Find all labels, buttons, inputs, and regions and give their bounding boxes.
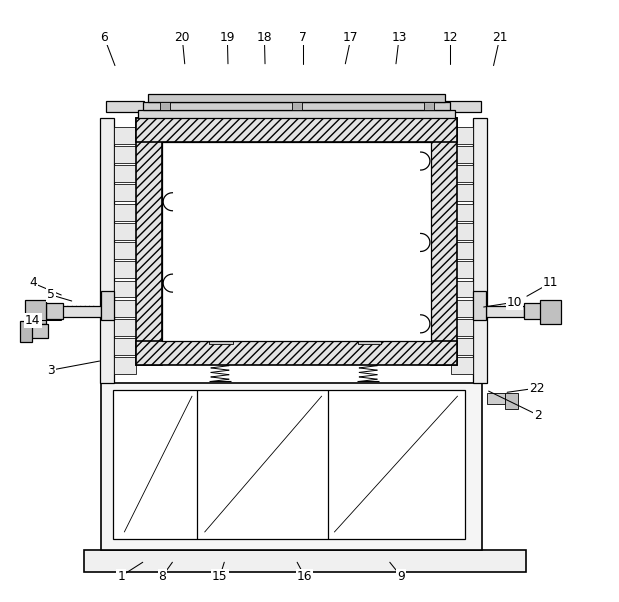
Bar [451, 146, 472, 163]
Bar [451, 358, 472, 374]
Bar [358, 336, 381, 344]
Bar [115, 127, 136, 144]
Text: 15: 15 [212, 569, 228, 583]
Bar [46, 303, 63, 319]
Bar [143, 102, 450, 110]
Bar [63, 306, 101, 317]
Bar [101, 383, 482, 550]
Bar [106, 101, 144, 112]
Bar [160, 102, 170, 110]
Bar [115, 281, 136, 297]
Bar [115, 242, 136, 259]
Bar [115, 338, 136, 355]
Text: 10: 10 [507, 296, 522, 309]
Text: 2: 2 [534, 409, 542, 421]
Bar [451, 300, 472, 317]
Bar [136, 119, 457, 143]
Bar [451, 203, 472, 220]
Text: 21: 21 [492, 31, 508, 45]
Text: 13: 13 [391, 31, 407, 45]
Text: 6: 6 [100, 31, 108, 45]
Bar [115, 319, 136, 336]
Bar [451, 127, 472, 144]
Bar [504, 394, 518, 409]
Bar [424, 102, 434, 110]
Text: 9: 9 [397, 569, 405, 583]
Text: 16: 16 [297, 569, 313, 583]
Text: 19: 19 [220, 31, 235, 45]
Text: 17: 17 [343, 31, 358, 45]
Text: 22: 22 [529, 382, 545, 394]
Text: 18: 18 [257, 31, 272, 45]
Bar [148, 95, 446, 102]
Text: 4: 4 [29, 276, 37, 290]
Bar [451, 261, 472, 278]
Bar [524, 303, 541, 319]
Text: 5: 5 [48, 288, 55, 302]
Text: 1: 1 [117, 569, 125, 583]
Bar [292, 102, 302, 110]
Bar [115, 203, 136, 220]
Bar [115, 184, 136, 201]
Bar [115, 146, 136, 163]
Bar [84, 550, 526, 573]
Bar [451, 242, 472, 259]
Bar [451, 338, 472, 355]
Bar [25, 300, 46, 324]
Bar [486, 306, 524, 317]
Bar [451, 166, 472, 182]
Bar [487, 394, 504, 405]
Bar [209, 336, 233, 344]
Bar [115, 261, 136, 278]
Bar [136, 119, 162, 365]
Text: 8: 8 [158, 569, 167, 583]
Bar [115, 358, 136, 374]
Bar [451, 281, 472, 297]
Bar [115, 166, 136, 182]
Bar [162, 143, 431, 341]
Text: 11: 11 [543, 276, 558, 290]
Text: 12: 12 [443, 31, 458, 45]
Text: 7: 7 [300, 31, 307, 45]
Bar [101, 291, 115, 320]
Bar [113, 390, 465, 539]
Bar [100, 119, 115, 383]
Bar [472, 119, 487, 383]
Bar [20, 321, 32, 342]
Bar [30, 324, 48, 338]
Bar [115, 223, 136, 240]
Text: 14: 14 [25, 314, 41, 327]
Bar [443, 101, 481, 112]
Bar [451, 319, 472, 336]
Bar [540, 300, 561, 324]
Bar [451, 184, 472, 201]
Bar [138, 110, 455, 119]
Text: 3: 3 [48, 364, 55, 377]
Bar [136, 341, 457, 365]
Bar [451, 223, 472, 240]
Bar [431, 119, 457, 365]
Text: 20: 20 [175, 31, 190, 45]
Bar [115, 300, 136, 317]
Bar [472, 291, 486, 320]
